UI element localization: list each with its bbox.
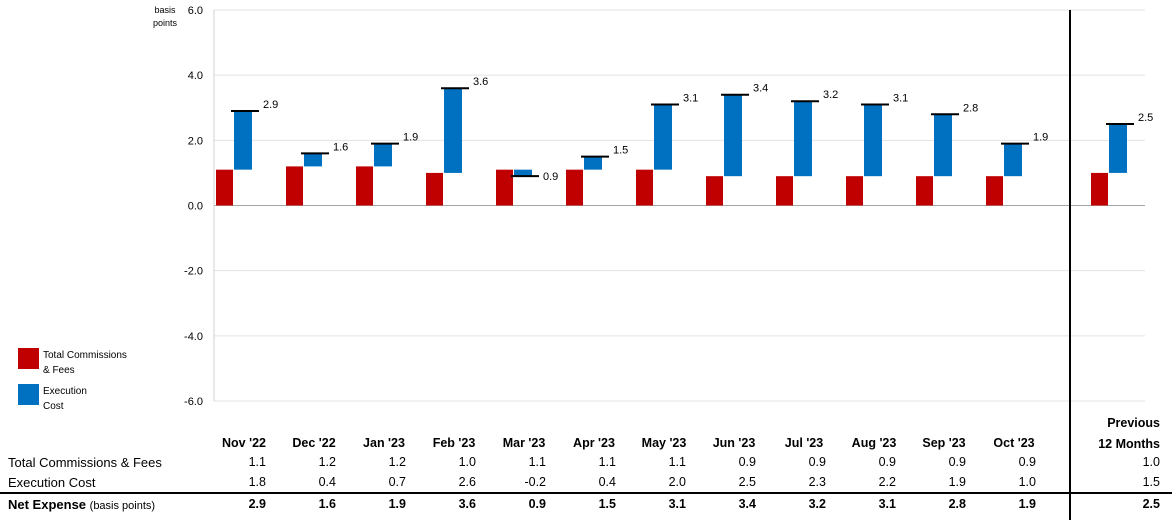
bar-execution <box>444 88 462 173</box>
bar-execution <box>584 156 602 170</box>
y-axis-title-line2: points <box>152 18 178 28</box>
net-data-label: 1.6 <box>333 141 348 153</box>
bar-commissions <box>1091 172 1108 206</box>
bar-execution <box>864 104 882 177</box>
legend-label-execution-line2: Cost <box>43 401 64 412</box>
bar-commissions <box>356 166 373 206</box>
legend-label-commissions-line2: & Fees <box>43 365 75 376</box>
bar-execution <box>1004 143 1022 177</box>
bar-execution <box>374 143 392 167</box>
bar-commissions <box>846 176 863 206</box>
y-tick-label: 4.0 <box>188 70 203 82</box>
legend-swatch-execution <box>18 384 39 405</box>
y-axis-title: basis points <box>150 4 180 30</box>
net-data-label: 3.4 <box>753 83 768 95</box>
net-data-label: 3.1 <box>893 92 908 104</box>
bar-commissions <box>566 169 583 206</box>
net-data-label: 2.5 <box>1138 112 1153 124</box>
net-data-label: 2.8 <box>963 102 978 114</box>
net-data-label: 3.6 <box>473 76 488 88</box>
bar-commissions <box>426 172 443 206</box>
net-data-label: 0.9 <box>543 171 558 183</box>
y-axis-title-line1: basis <box>154 5 176 15</box>
net-data-label: 1.9 <box>1033 132 1048 144</box>
legend-label-commissions-line1: Total Commissions <box>43 350 127 361</box>
legend-label-execution-line1: Execution <box>43 386 87 397</box>
y-tick-label: 6.0 <box>188 5 203 17</box>
bar-commissions <box>706 176 723 206</box>
bar-commissions <box>216 169 233 206</box>
net-data-label: 3.1 <box>683 92 698 104</box>
legend-item-commissions: Total Commissions & Fees <box>18 348 138 378</box>
bar-commissions <box>986 176 1003 206</box>
y-tick-label: 0.0 <box>188 201 203 213</box>
bar-commissions <box>776 176 793 206</box>
summary-divider-vertical <box>1069 10 1071 520</box>
bar-execution <box>934 114 952 177</box>
y-tick-label: 2.0 <box>188 135 203 147</box>
bar-execution <box>724 94 742 177</box>
summary-header-line2: 12 Months <box>1098 437 1160 451</box>
legend-label-execution: Execution Cost <box>43 384 138 414</box>
bar-execution <box>1109 124 1127 173</box>
bar-execution <box>304 153 322 167</box>
summary-column-header: Previous 12 Months <box>1080 413 1160 455</box>
y-tick-label: -6.0 <box>184 396 203 408</box>
bar-execution <box>514 169 532 177</box>
legend-swatch-commissions <box>18 348 39 369</box>
net-data-label: 1.9 <box>403 132 418 144</box>
legend-label-commissions: Total Commissions & Fees <box>43 348 138 378</box>
bar-commissions <box>496 169 513 206</box>
net-data-label: 3.2 <box>823 89 838 101</box>
table-divider-horizontal <box>0 492 1172 494</box>
bar-commissions <box>636 169 653 206</box>
legend-item-execution: Execution Cost <box>18 384 138 414</box>
y-tick-label: -2.0 <box>184 266 203 278</box>
bar-execution <box>794 101 812 177</box>
net-data-label: 1.5 <box>613 145 628 157</box>
y-tick-label: -4.0 <box>184 331 203 343</box>
net-data-label: 2.9 <box>263 99 278 111</box>
bar-commissions <box>916 176 933 206</box>
bar-execution <box>234 111 252 170</box>
summary-header-line1: Previous <box>1107 416 1160 430</box>
bar-commissions <box>286 166 303 206</box>
bar-execution <box>654 104 672 170</box>
